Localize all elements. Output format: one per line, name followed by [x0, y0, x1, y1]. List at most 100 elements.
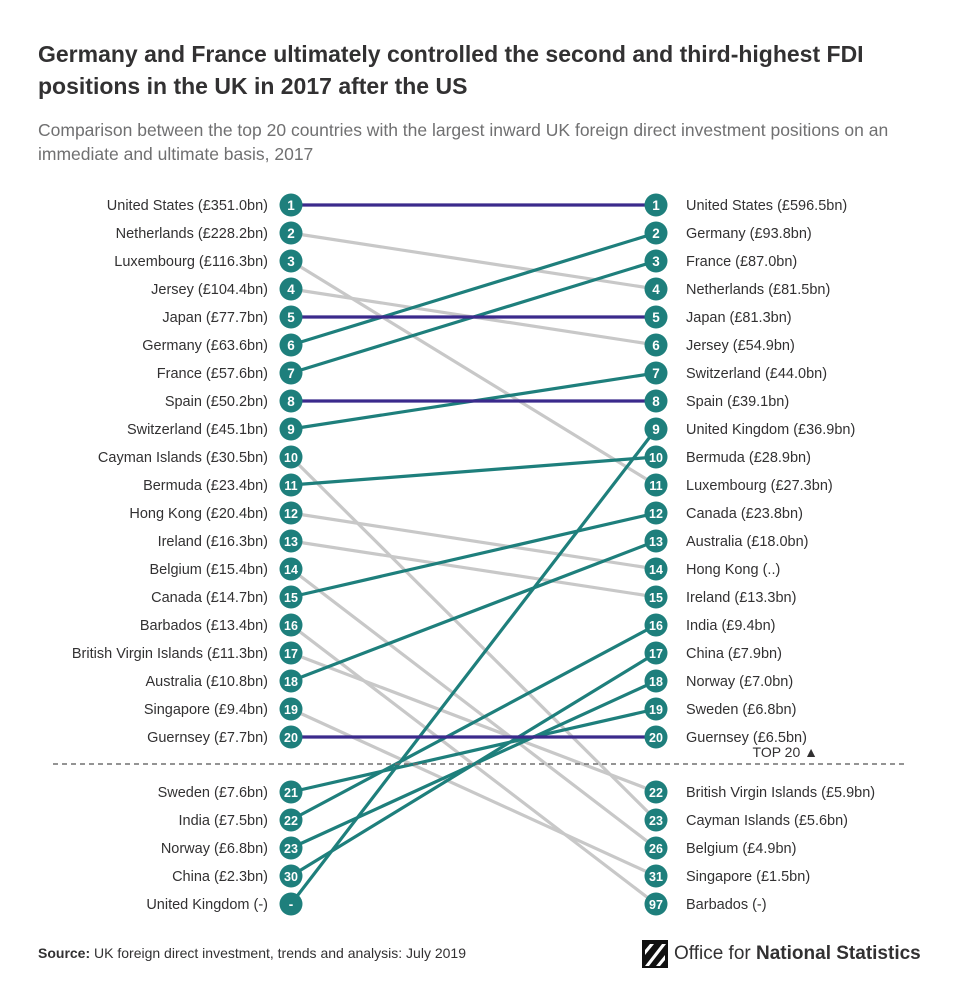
left-rank-number: 5	[287, 310, 295, 325]
right-rank-badge	[644, 501, 668, 525]
right-rank-number: 15	[649, 591, 663, 605]
right-country-label: British Virgin Islands (£5.9bn)	[686, 785, 875, 801]
left-rank-number: 14	[284, 563, 298, 577]
left-rank-number: 1	[287, 198, 295, 213]
right-rank-number: 8	[652, 394, 660, 409]
right-country-label: Japan (£81.3bn)	[686, 310, 792, 326]
left-rank-badge	[279, 808, 303, 832]
link-line-down	[289, 259, 658, 487]
chart-title: Germany and France ultimately controlled…	[38, 41, 864, 99]
right-rank-badge	[644, 808, 668, 832]
right-rank-badge	[644, 892, 668, 916]
right-country-label: India (£9.4bn)	[686, 618, 775, 634]
link-line-down	[289, 511, 658, 571]
left-country-label: Cayman Islands (£30.5bn)	[98, 450, 268, 466]
right-rank-number: 97	[649, 898, 663, 912]
right-rank-number: 10	[649, 451, 663, 465]
left-country-label: Spain (£50.2bn)	[165, 394, 268, 410]
left-rank-badge	[279, 221, 303, 245]
right-rank-badge	[644, 557, 668, 581]
right-country-label: Luxembourg (£27.3bn)	[686, 478, 833, 494]
right-country-label: Australia (£18.0bn)	[686, 534, 809, 550]
right-rank-number: 23	[649, 814, 663, 828]
source-note: Source: UK foreign direct investment, tr…	[38, 945, 466, 961]
left-rank-badge	[279, 892, 303, 916]
right-country-label: China (£7.9bn)	[686, 646, 782, 662]
left-rank-badge	[279, 333, 303, 357]
left-rank-badge	[279, 613, 303, 637]
link-line-down	[289, 231, 658, 291]
right-rank-badge	[644, 780, 668, 804]
left-rank-number: 21	[284, 786, 298, 800]
chart-subtitle: Comparison between the top 20 countries …	[38, 120, 889, 164]
left-rank-badge	[279, 585, 303, 609]
left-rank-badge	[279, 836, 303, 860]
left-rank-badge	[279, 361, 303, 385]
right-rank-number: 12	[649, 507, 663, 521]
right-country-label: Singapore (£1.5bn)	[686, 869, 810, 885]
left-rank-number: 16	[284, 619, 298, 633]
right-rank-number: 22	[649, 786, 663, 800]
link-line-up	[289, 455, 658, 487]
right-column: 1 United States (£596.5bn) 2 Germany (£93.8…	[644, 193, 875, 916]
right-rank-number: 3	[652, 254, 660, 269]
right-rank-number: 4	[652, 282, 660, 297]
left-country-label: United States (£351.0bn)	[107, 198, 268, 214]
left-rank-badge	[279, 193, 303, 217]
right-rank-badge	[644, 864, 668, 888]
left-rank-number: 11	[284, 479, 297, 493]
right-country-label: Bermuda (£28.9bn)	[686, 450, 811, 466]
right-rank-badge	[644, 193, 668, 217]
right-country-label: Netherlands (£81.5bn)	[686, 282, 830, 298]
left-rank-badge	[279, 249, 303, 273]
right-rank-badge	[644, 305, 668, 329]
right-rank-number: 5	[652, 310, 660, 325]
left-country-label: Netherlands (£228.2bn)	[116, 226, 268, 242]
left-rank-badge	[279, 780, 303, 804]
right-rank-badge	[644, 277, 668, 301]
left-rank-badge	[279, 417, 303, 441]
link-line-up	[289, 651, 658, 878]
ons-logo-icon	[642, 940, 668, 968]
right-country-label: United Kingdom (£36.9bn)	[686, 422, 855, 438]
right-rank-number: 18	[649, 675, 663, 689]
left-rank-number: 4	[287, 282, 295, 297]
left-country-label: Switzerland (£45.1bn)	[127, 422, 268, 438]
left-rank-number: 17	[284, 647, 298, 661]
link-lines	[289, 203, 658, 906]
left-country-label: Australia (£10.8bn)	[145, 674, 268, 690]
right-rank-badge	[644, 417, 668, 441]
left-country-label: Japan (£77.7bn)	[162, 310, 268, 326]
link-line-up	[289, 623, 658, 822]
right-country-label: Spain (£39.1bn)	[686, 394, 789, 410]
left-country-label: Singapore (£9.4bn)	[144, 702, 268, 718]
right-rank-number: 31	[649, 870, 663, 884]
left-rank-badge	[279, 501, 303, 525]
right-rank-badge	[644, 585, 668, 609]
left-column: 1 United States (£351.0bn) 2 Netherlands (£…	[72, 193, 303, 916]
left-country-label: United Kingdom (-)	[146, 897, 268, 913]
right-rank-badge	[644, 249, 668, 273]
left-rank-number: 3	[287, 254, 295, 269]
right-rank-badge	[644, 697, 668, 721]
left-country-label: Jersey (£104.4bn)	[151, 282, 268, 298]
left-rank-number: 20	[284, 731, 298, 745]
left-country-label: China (£2.3bn)	[172, 869, 268, 885]
left-country-label: Germany (£63.6bn)	[142, 338, 268, 354]
right-rank-number: 13	[649, 535, 663, 549]
left-country-label: Guernsey (£7.7bn)	[147, 730, 268, 746]
right-rank-number: 9	[652, 422, 660, 437]
right-rank-badge	[644, 221, 668, 245]
left-rank-badge	[279, 389, 303, 413]
left-rank-badge	[279, 473, 303, 497]
right-rank-badge	[644, 473, 668, 497]
right-rank-number: 26	[649, 842, 663, 856]
right-rank-number: 14	[649, 563, 663, 577]
right-rank-badge	[644, 669, 668, 693]
left-rank-number: 19	[284, 703, 298, 717]
left-rank-number: 6	[287, 338, 295, 353]
left-rank-badge	[279, 529, 303, 553]
right-country-label: Canada (£23.8bn)	[686, 506, 803, 522]
ons-logo-text-bold: National Statistics	[756, 943, 921, 964]
left-rank-number: 18	[284, 675, 298, 689]
